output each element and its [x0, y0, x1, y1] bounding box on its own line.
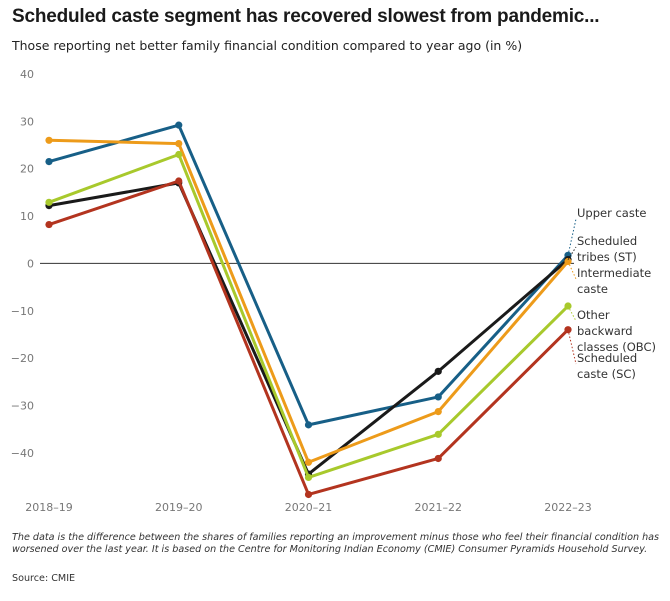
y-tick-label: 0: [27, 257, 34, 270]
series-group: [45, 179, 572, 478]
y-tick-label: −20: [11, 352, 34, 365]
data-point: [434, 367, 442, 375]
chart-subtitle: Those reporting net better family financ…: [12, 38, 523, 53]
y-tick-label: 20: [20, 163, 34, 176]
data-point: [434, 430, 442, 438]
data-point: [564, 257, 572, 266]
y-tick-label: −30: [11, 399, 34, 412]
y-tick-label: −40: [11, 447, 34, 460]
series-line: [47, 179, 570, 496]
y-tick-label: 10: [20, 210, 34, 223]
legend-leader: [567, 329, 577, 365]
y-tick-label: 30: [20, 115, 34, 128]
data-point: [45, 198, 53, 206]
data-point: [434, 408, 442, 416]
series-line: [47, 181, 570, 476]
y-tick-label: 40: [20, 68, 34, 81]
legend-leader: [567, 305, 577, 322]
series-line: [47, 138, 570, 464]
data-point: [304, 458, 313, 466]
x-tick-label: 2020–21: [285, 501, 333, 514]
x-tick-label: 2021–22: [415, 501, 463, 514]
legend-leader: [567, 246, 577, 260]
x-tick-label: 2019–20: [155, 501, 203, 514]
data-point: [564, 302, 572, 310]
legend-label: Scheduled caste (SC): [577, 351, 637, 381]
y-axis: 40 30 20 10 0 −10 −20 −30 −40: [11, 68, 574, 460]
data-point: [175, 140, 183, 148]
data-point: [175, 177, 183, 185]
series-lines: [45, 121, 572, 499]
series-line: [47, 123, 570, 427]
data-point: [45, 220, 53, 229]
series-group: [45, 177, 572, 499]
legend-label: Scheduled tribes (ST): [577, 234, 637, 264]
footnote: The data is the difference between the s…: [12, 532, 660, 555]
data-point: [304, 473, 313, 482]
series-group: [45, 136, 572, 466]
data-point: [434, 393, 442, 401]
x-tick-label: 2022–23: [544, 501, 592, 514]
chart-title: Scheduled caste segment has recovered sl…: [12, 6, 600, 27]
data-point: [45, 136, 53, 144]
x-axis: 2018–19 2019–20 2020–21 2021–22 2022–23: [25, 501, 592, 514]
legend-label: Upper caste: [577, 206, 646, 220]
y-tick-label: −10: [11, 305, 34, 318]
series-group: [45, 150, 572, 482]
data-point: [175, 150, 183, 159]
legend-label: Intermediate caste: [577, 266, 651, 296]
series-line: [47, 152, 570, 479]
data-point: [304, 421, 313, 429]
legend-leader: [567, 218, 577, 256]
legend-label: Other backward classes (OBC): [577, 308, 656, 354]
x-tick-label: 2018–19: [25, 501, 73, 514]
source-note: Source: CMIE: [12, 573, 76, 584]
data-point: [304, 490, 313, 499]
data-point: [434, 454, 442, 463]
legend: Upper caste Scheduled tribes (ST)Intermedi…: [567, 206, 656, 381]
data-point: [175, 121, 183, 129]
line-chart: 40 30 20 10 0 −10 −20 −30 −40 2018–19 2019–20 2020…: [11, 68, 656, 514]
data-point: [45, 157, 53, 166]
